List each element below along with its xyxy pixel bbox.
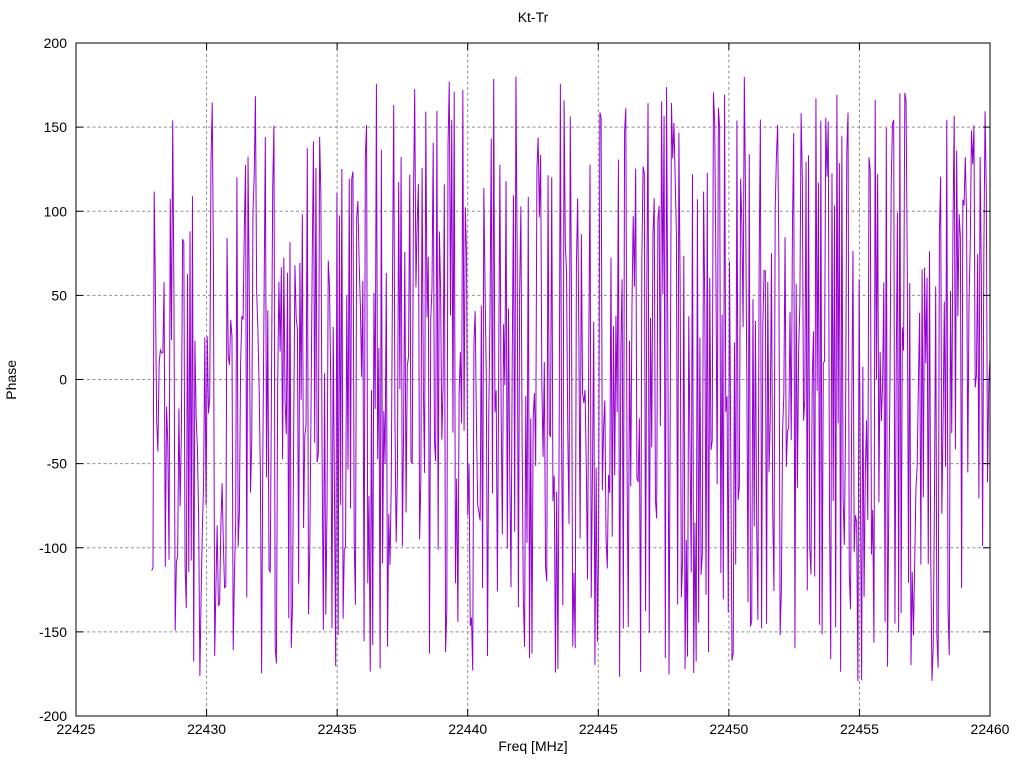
y-axis-label: Phase (3, 359, 19, 400)
phase-series-line (151, 76, 991, 681)
y-tick-label: -100 (39, 540, 67, 556)
x-axis-label: Freq [MHz] (498, 738, 568, 754)
y-tick-label: 100 (44, 203, 68, 219)
y-tick-label: -200 (39, 708, 67, 724)
y-tick-label: 50 (51, 287, 67, 303)
x-tick-label: 22425 (57, 721, 96, 737)
y-tick-label: -150 (39, 624, 67, 640)
chart-title: Kt-Tr (517, 9, 549, 25)
x-tick-label: 22455 (840, 721, 879, 737)
x-tick-label: 22430 (187, 721, 226, 737)
x-tick-label: 22450 (709, 721, 748, 737)
x-tick-label: 22460 (971, 721, 1010, 737)
x-tick-label: 22440 (448, 721, 487, 737)
x-tick-label: 22445 (579, 721, 618, 737)
y-tick-label: 200 (44, 35, 68, 51)
x-tick-label: 22435 (318, 721, 357, 737)
y-tick-label: 150 (44, 119, 68, 135)
y-axis-label-container: Phase (2, 43, 20, 716)
y-tick-label: 0 (59, 372, 67, 388)
y-tick-label: -50 (47, 456, 67, 472)
